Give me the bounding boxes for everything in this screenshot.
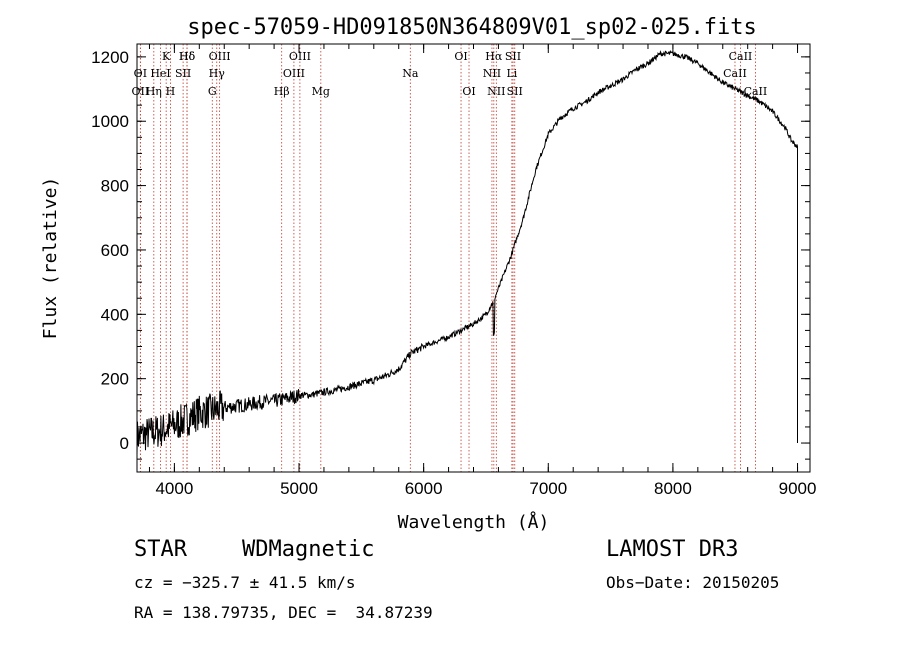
y-tick-label: 600: [101, 241, 129, 260]
reference-line-label: SII: [505, 50, 521, 63]
y-tick-label: 1200: [91, 48, 129, 67]
x-tick-label: 7000: [529, 479, 567, 498]
object-subclass: WDMagnetic: [242, 537, 375, 562]
y-axis-label: Flux (relative): [40, 177, 61, 340]
series-line: [136, 50, 798, 455]
reference-line-label: OIII: [209, 50, 231, 63]
x-tick-label: 4000: [155, 479, 193, 498]
y-tick-label: 1000: [91, 112, 129, 131]
reference-line-label: G: [208, 85, 217, 98]
reference-line-label: HeI: [150, 67, 170, 80]
survey-name: LAMOST DR3: [606, 537, 739, 562]
reference-line-label: Hα: [485, 50, 503, 63]
reference-line-label: K: [162, 50, 171, 63]
reference-line-label: CaII: [744, 85, 768, 98]
series-group: [136, 50, 798, 455]
object-class: STAR: [134, 537, 187, 562]
x-tick-label: 5000: [280, 479, 318, 498]
reference-line-label: Hβ: [274, 85, 290, 98]
axis-ticks: 4000 5000 6000 7000 8000 9000 0 200 400 600 800 100…: [91, 44, 816, 498]
reference-lines: [139, 44, 756, 472]
x-tick-label: 6000: [405, 479, 443, 498]
ra-dec-coordinates: RA = 138.79735, DEC = 34.87239: [134, 603, 433, 622]
reference-line-label: Na: [402, 67, 419, 80]
x-tick-label: 9000: [779, 479, 817, 498]
plot-frame: [136, 43, 811, 473]
reference-line-label: OIII: [289, 50, 311, 63]
reference-line-label: Hδ: [179, 50, 196, 63]
y-tick-label: 0: [120, 434, 129, 453]
reference-line-label: CaII: [729, 50, 753, 63]
reference-line-label: Mg: [312, 85, 330, 98]
reference-line-label: OI: [134, 67, 147, 80]
x-axis-label: Wavelength (Å): [398, 511, 550, 533]
reference-line-label: Li: [506, 67, 517, 80]
redshift-cz: cz = −325.7 ± 41.5 km/s: [134, 573, 356, 592]
reference-line-label: SII: [175, 67, 191, 80]
observation-date: Obs−Date: 20150205: [606, 573, 780, 592]
reference-line-label: H: [166, 85, 176, 98]
x-tick-label: 8000: [654, 479, 692, 498]
chart-title: spec-57059-HD091850N364809V01_sp02-025.f…: [187, 15, 757, 40]
reference-line-label: Hδ: [179, 50, 196, 63]
y-tick-label: 800: [101, 177, 129, 196]
reference-line-label: CaII: [723, 67, 747, 80]
reference-line-label: OI: [462, 85, 475, 98]
y-tick-label: 400: [101, 305, 129, 324]
reference-line-label: OIII: [283, 67, 305, 80]
reference-line-label: OI: [454, 50, 467, 63]
reference-line-label: NII: [483, 67, 501, 80]
reference-line-label: SII: [507, 85, 523, 98]
reference-line-label: OII: [132, 85, 150, 98]
reference-line-label: Hη: [146, 85, 162, 98]
reference-line-label: Hγ: [209, 67, 226, 80]
y-tick-label: 200: [101, 370, 129, 389]
reference-line-label: NII: [487, 85, 505, 98]
